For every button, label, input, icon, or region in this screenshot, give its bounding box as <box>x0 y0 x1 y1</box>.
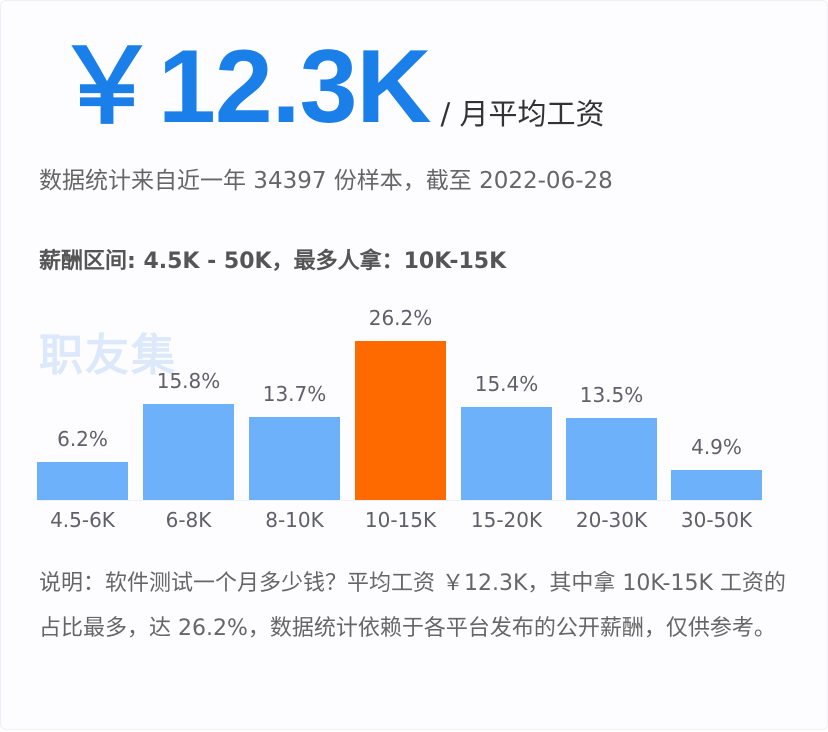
bar-value-label: 13.7% <box>262 382 327 406</box>
watermark-logo: 职友集 <box>39 330 177 381</box>
average-salary-unit: / 月平均工资 <box>440 97 605 131</box>
category-label: 4.5-6K <box>50 508 115 532</box>
category-label: 10-15K <box>364 508 437 532</box>
category-label: 15-20K <box>470 508 543 532</box>
bar-value-label: 15.4% <box>474 372 539 396</box>
bar-value-label: 4.9% <box>691 435 742 459</box>
bar-value-label: 26.2% <box>368 306 433 330</box>
bar-6-8K <box>143 404 234 500</box>
bar-value-label: 13.5% <box>579 383 644 407</box>
category-label: 8-10K <box>265 508 324 532</box>
salary-range: 薪酬区间: 4.5K - 50K，最多人拿：10K-15K <box>39 249 507 274</box>
bar-4.5-6K <box>37 462 128 500</box>
bar-10-15K <box>355 341 446 500</box>
category-label: 30-50K <box>680 508 753 532</box>
bar-8-10K <box>249 417 340 500</box>
salary-distribution-chart: 6.2% 4.5-6K 15.8% 6-8K 13.7% 8-10K 26.2% 10-15K… <box>1 1 828 541</box>
description-note: 说明：软件测试一个月多少钱？平均工资 ￥12.3K，其中拿 10K-15K 工资… <box>39 571 786 641</box>
bar-15-20K <box>461 407 552 500</box>
bar-20-30K <box>566 418 657 500</box>
chart-baseline <box>37 500 762 501</box>
category-label: 6-8K <box>165 508 212 532</box>
sample-info: 数据统计来自近一年 34397 份样本，截至 2022-06-28 <box>39 168 613 194</box>
category-label: 20-30K <box>575 508 648 532</box>
bar-value-label: 15.8% <box>156 369 221 393</box>
bar-value-label: 6.2% <box>57 427 108 451</box>
salary-headline: ￥12.3K / 月平均工资 <box>55 29 605 139</box>
average-salary-value: ￥12.3K <box>55 29 432 145</box>
bar-30-50K <box>671 470 762 500</box>
